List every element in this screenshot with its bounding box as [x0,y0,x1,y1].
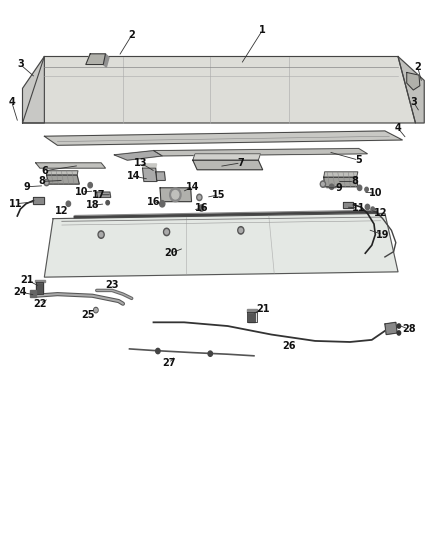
Polygon shape [153,149,367,156]
Polygon shape [398,56,424,123]
Text: 5: 5 [355,155,362,165]
Text: 14: 14 [127,171,141,181]
Text: 20: 20 [164,248,178,258]
Polygon shape [97,192,111,197]
Text: 3: 3 [17,60,24,69]
Text: 9: 9 [336,183,343,193]
Text: 12: 12 [55,206,69,216]
Polygon shape [114,151,162,160]
Circle shape [88,182,92,188]
Circle shape [365,187,368,191]
Text: 6: 6 [41,166,48,176]
Circle shape [329,184,334,189]
Polygon shape [33,197,44,204]
Text: 12: 12 [374,208,387,219]
Circle shape [99,232,103,237]
Circle shape [238,227,244,234]
Text: 2: 2 [128,30,135,41]
Polygon shape [103,54,109,67]
Text: 27: 27 [162,358,176,368]
Text: 16: 16 [147,197,160,207]
Circle shape [357,185,362,190]
Polygon shape [193,154,261,160]
Polygon shape [35,163,106,168]
Polygon shape [343,201,353,208]
Polygon shape [324,172,358,177]
Circle shape [94,308,98,313]
Circle shape [66,201,71,206]
Polygon shape [324,177,358,187]
Circle shape [98,231,104,238]
Polygon shape [30,290,35,297]
Text: 3: 3 [410,96,417,107]
Text: 14: 14 [186,182,200,192]
Polygon shape [36,282,43,294]
Circle shape [44,179,49,185]
Circle shape [365,204,370,209]
Text: 9: 9 [24,182,30,192]
Polygon shape [46,171,78,175]
Circle shape [197,194,202,200]
Text: 23: 23 [105,280,119,290]
Text: 25: 25 [81,310,95,320]
Text: 28: 28 [402,324,416,334]
Text: 21: 21 [256,304,269,314]
Text: 2: 2 [414,62,421,72]
Polygon shape [22,56,44,123]
Text: 15: 15 [212,190,226,200]
Circle shape [95,309,97,312]
Circle shape [397,331,401,335]
Polygon shape [193,160,263,169]
Polygon shape [86,54,106,64]
Circle shape [165,230,168,234]
Polygon shape [35,280,45,282]
Polygon shape [44,213,398,277]
Text: 16: 16 [195,203,208,213]
Text: 7: 7 [237,158,244,168]
Circle shape [397,324,401,328]
Polygon shape [407,72,420,90]
Circle shape [155,349,160,354]
Text: 10: 10 [75,187,88,197]
Circle shape [159,200,165,207]
Circle shape [45,181,48,184]
Polygon shape [46,175,79,184]
Circle shape [170,188,181,201]
Circle shape [199,205,204,211]
Circle shape [321,182,324,185]
Circle shape [106,200,110,205]
Polygon shape [143,164,156,168]
Text: 10: 10 [369,188,383,198]
Circle shape [320,181,325,187]
Text: 19: 19 [376,230,389,240]
Polygon shape [143,168,157,181]
Circle shape [163,228,170,236]
Text: 22: 22 [33,298,47,309]
Text: 4: 4 [395,123,401,133]
Text: 1: 1 [259,25,266,35]
Polygon shape [44,131,403,146]
Text: 8: 8 [39,176,46,187]
Polygon shape [160,188,191,201]
Text: 4: 4 [8,96,15,107]
Text: 11: 11 [352,203,365,213]
Text: 8: 8 [351,176,358,187]
Text: 11: 11 [9,199,23,209]
Polygon shape [22,56,416,123]
Text: 13: 13 [134,158,147,168]
Circle shape [172,190,179,199]
Circle shape [198,196,201,199]
Text: 21: 21 [20,275,34,285]
Polygon shape [385,322,397,335]
Polygon shape [248,312,255,322]
Circle shape [371,207,374,211]
Text: 18: 18 [85,200,99,211]
Circle shape [208,351,212,357]
Polygon shape [247,309,257,312]
Text: 17: 17 [92,190,106,200]
Text: 26: 26 [282,341,296,351]
Polygon shape [155,172,165,180]
Circle shape [239,228,243,232]
Text: 24: 24 [14,287,27,297]
